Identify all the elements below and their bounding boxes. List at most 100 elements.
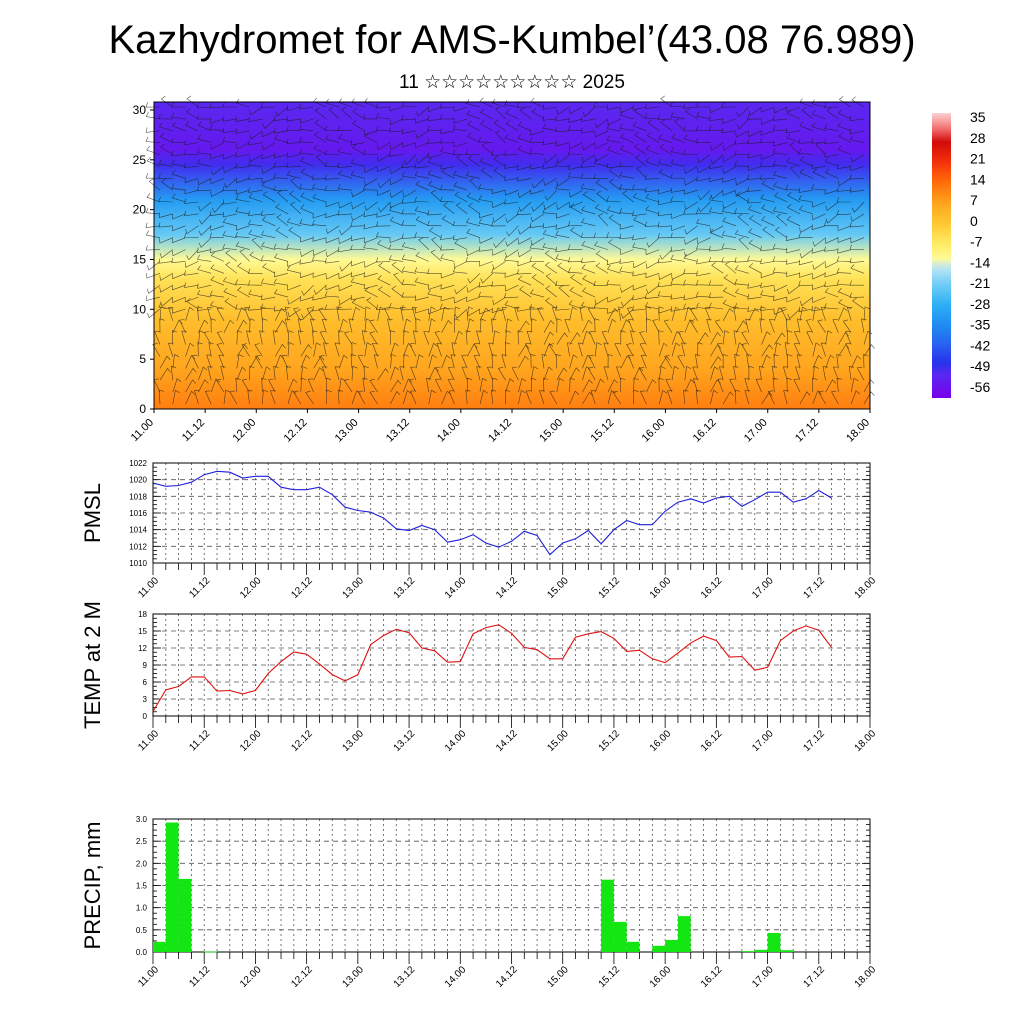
page-subtitle: 11 ☆☆☆☆☆☆☆☆☆ 2025 [0,71,1024,95]
panel-1-y-tick-label: 1016 [129,509,147,518]
heatmap-x-tick-label: 12.00 [230,417,258,445]
colorbar-label: 28 [970,130,986,146]
panel-3-y-tick-label: 0.0 [136,948,148,957]
panel-1-y-tick-label: 1018 [129,492,147,501]
panel-3-x-tick-label: 14.12 [494,964,520,990]
panel-3-x-tick-label: 16.12 [699,964,725,990]
precip-bar [613,921,627,952]
panel-1-x-tick-label: 14.12 [494,575,520,601]
panel-1-x-tick-label: 15.12 [597,575,623,601]
panel-1-x-tick-label: 11.00 [136,575,161,600]
panel-2-x-tick-label: 17.12 [801,728,827,754]
panel-2-x-tick-label: 16.00 [648,728,674,754]
heatmap-y-tick-label: 5 [139,352,146,366]
colorbar-label: 0 [970,213,978,229]
panel-1-y-tick-label: 1020 [129,476,147,485]
pmsl-series-line [152,470,832,556]
precip-bar [780,950,794,952]
panel-1-x-tick-label: 13.12 [392,575,418,601]
panel-2-y-tick-label: 3 [143,695,148,704]
precip-bar [204,951,217,953]
heatmap-y-tick-label: 20 [133,203,147,217]
page-title: Kazhydromet for AMS-Kumbel’(43.08 76.989… [108,18,916,62]
subtitle-year: 2025 [582,72,625,93]
panel-2-x-tick-label: 18.00 [853,728,879,754]
colorbar-label: 35 [970,109,986,125]
panel-3-y-axis-title: PRECIP, mm [80,822,105,950]
heatmap-x-tick-label: 16.12 [691,417,719,445]
panel-1-y-tick-label: 1010 [129,559,147,568]
heatmap-x-tick-label: 14.00 [435,417,463,445]
panel-2-x-tick-label: 17.00 [750,728,776,754]
panel-3-x-tick-label: 14.00 [443,964,469,990]
panel-3-x-tick-label: 13.12 [392,964,418,990]
panel-3-y-tick-label: 1.5 [136,882,148,891]
colorbar-label: -28 [970,296,990,312]
panel-3-x-tick-label: 11.12 [187,964,212,989]
panel-3-x-tick-label: 13.00 [341,964,367,990]
colorbar [932,113,951,398]
panel-2-y-tick-label: 6 [143,678,148,687]
panel-1-y-axis-title: PMSL [80,483,105,543]
panel-2-x-tick-label: 14.00 [443,728,469,754]
heatmap-y-tick-label: 30 [133,103,147,117]
colorbar-label: -35 [970,317,990,333]
panel-3-x-tick-label: 16.00 [648,964,674,990]
heatmap-x-tick-label: 18.00 [844,417,872,445]
colorbar-label: 21 [970,151,986,167]
precip-bar [626,941,640,952]
panel-3-y-tick-label: 3.0 [136,815,148,824]
panel-2-y-tick-label: 18 [138,610,147,619]
colorbar-label: 14 [970,171,986,187]
panel-2-x-tick-label: 13.00 [341,728,367,754]
panel-2-x-tick-label: 15.12 [597,728,623,754]
colorbar-label: 7 [970,192,978,208]
panel-3-y-tick-label: 2.5 [136,837,148,846]
precip-bar [767,932,781,952]
panel-2-x-tick-label: 12.00 [238,728,264,754]
wind-barbs-overlay [145,95,875,405]
panel-3-x-tick-label: 17.00 [750,964,776,990]
colorbar-label: -49 [970,358,990,374]
panel-2-x-tick-label: 16.12 [699,728,725,754]
subtitle-day: 11 [399,72,419,93]
panel-1-x-tick-label: 13.00 [341,575,367,601]
panel-3-grid [165,819,858,952]
precip-bar [677,916,691,952]
panel-3-x-tick-label: 15.00 [545,964,571,990]
heatmap-x-tick-label: 16.00 [640,417,668,445]
heatmap-x-tick-label: 13.00 [333,417,361,445]
heatmap-x-tick-label: 15.12 [588,417,616,445]
panel-1-x-tick-label: 15.00 [545,575,571,601]
panel-2-x-tick-label: 12.12 [289,728,315,754]
panel-3-x-tick-label: 18.00 [853,964,879,990]
panel-1-y-tick-label: 1022 [129,459,147,468]
panel-3-x-tick-label: 15.12 [597,964,623,990]
temp-series-line [152,624,833,712]
heatmap-x-tick-label: 17.12 [793,417,821,445]
panel-1-x-tick-label: 17.12 [801,575,827,601]
panel-3-x-tick-label: 17.12 [801,964,827,990]
subtitle-stars: ☆☆☆☆☆☆☆☆☆ [424,72,578,93]
precip-bar [165,822,179,952]
panel-1-x-tick-label: 12.00 [238,575,264,601]
panel-1-x-tick-label: 17.00 [750,575,776,601]
panel-2-x-tick-label: 11.00 [136,728,161,753]
heatmap-x-tick-label: 14.12 [486,417,514,445]
heatmap-x-tick-label: 11.12 [180,417,207,444]
panel-2-y-tick-label: 0 [143,712,148,721]
panel-1-y-tick-label: 1012 [129,542,147,551]
panel-2-y-tick-label: 15 [138,627,147,636]
panel-1-x-tick-label: 18.00 [853,575,879,601]
heatmap-x-tick-label: 11.00 [129,417,156,444]
heatmap-y-tick-label: 15 [133,252,147,266]
panel-2-grid [165,614,858,716]
colorbar-label: -42 [970,337,990,353]
precip-bar [178,878,192,952]
panel-2-x-tick-label: 11.12 [187,728,212,753]
panel-2-x-tick-label: 14.12 [494,728,520,754]
precip-bar [665,940,678,952]
heatmap-x-tick-label: 17.00 [742,417,770,445]
panel-3-y-tick-label: 0.5 [136,926,148,935]
